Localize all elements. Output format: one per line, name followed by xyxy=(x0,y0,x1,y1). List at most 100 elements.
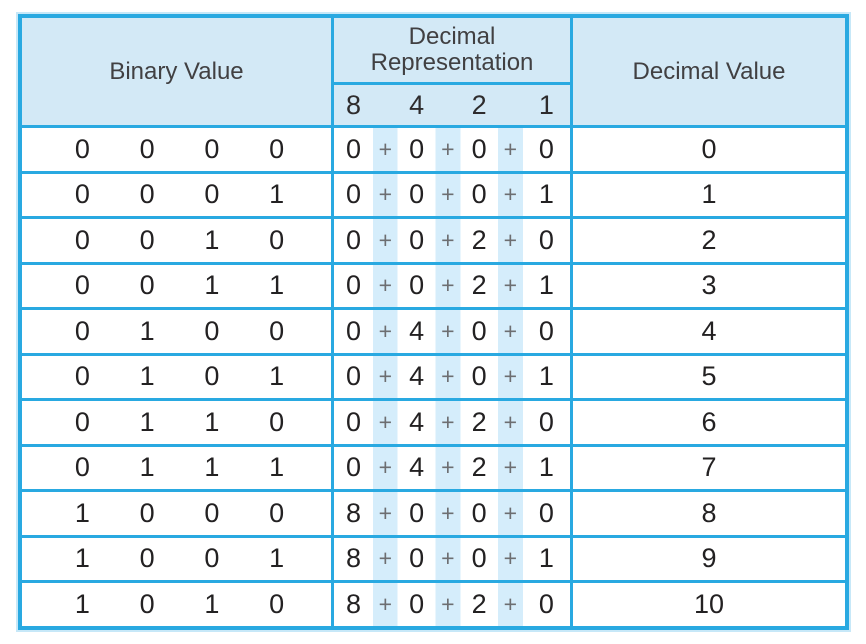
decimal-value: 8 xyxy=(701,497,717,528)
term-digit: 0 xyxy=(409,588,425,619)
binary-digit: 0 xyxy=(74,452,90,483)
binary-value-header: Binary Value xyxy=(22,18,331,125)
decimal-value: 10 xyxy=(693,588,725,619)
binary-digit: 0 xyxy=(204,315,220,346)
binary-digit: 0 xyxy=(204,179,220,210)
plus-sign: + xyxy=(441,226,455,253)
decimal-value-cell: 8 xyxy=(573,492,845,535)
plus-sign: + xyxy=(503,363,518,390)
term-digit: 0 xyxy=(409,270,425,301)
decimal-value: 0 xyxy=(701,133,717,164)
weight-8: 8 xyxy=(345,89,361,120)
term-digit: 0 xyxy=(471,179,487,210)
binary-bits-cell: 1 0 0 0 xyxy=(22,492,331,535)
plus-sign: + xyxy=(378,135,393,162)
binary-digit: 0 xyxy=(74,133,90,164)
binary-bits-cell: 1 0 1 0 xyxy=(22,583,331,626)
plus-sign: + xyxy=(378,499,393,526)
plus-sign: + xyxy=(378,363,393,390)
decimal-value-cell: 10 xyxy=(573,583,845,626)
term-digit: 0 xyxy=(345,361,362,392)
binary-bits-cell: 1 0 0 1 xyxy=(22,537,331,580)
binary-digit: 0 xyxy=(269,406,285,437)
plus-sign: + xyxy=(441,135,455,162)
term-digit: 2 xyxy=(471,588,487,619)
binary-digit: 0 xyxy=(269,224,285,255)
binary-digit: 0 xyxy=(269,588,285,619)
bit-weights-row: 8 4 2 1 xyxy=(334,85,570,125)
plus-sign: + xyxy=(503,226,518,253)
decimal-value: 9 xyxy=(701,543,717,574)
plus-sign: + xyxy=(503,545,518,572)
plus-sign: + xyxy=(503,135,518,162)
binary-digit: 1 xyxy=(204,588,220,619)
term-digit: 0 xyxy=(538,224,554,255)
decimal-value-cell: 0 xyxy=(573,128,845,171)
plus-sign: + xyxy=(441,499,455,526)
plus-sign: + xyxy=(441,454,455,481)
binary-digit: 0 xyxy=(204,497,220,528)
term-digit: 4 xyxy=(409,361,425,392)
weight-2: 2 xyxy=(471,89,487,120)
weight-1: 1 xyxy=(538,89,554,120)
binary-digit: 0 xyxy=(74,406,90,437)
header-divider xyxy=(334,82,570,85)
binary-digit: 1 xyxy=(139,315,155,346)
decimal-value: 6 xyxy=(701,406,717,437)
decimal-representation-cell: 0 +0 +2 +0 xyxy=(334,219,570,262)
decimal-value: 1 xyxy=(701,179,717,210)
plus-sign: + xyxy=(503,408,518,435)
term-digit: 0 xyxy=(345,224,362,255)
plus-sign: + xyxy=(378,181,393,208)
term-digit: 0 xyxy=(538,315,554,346)
binary-digit: 0 xyxy=(204,361,220,392)
term-digit: 8 xyxy=(345,543,362,574)
term-digit: 0 xyxy=(538,497,554,528)
term-digit: 0 xyxy=(471,361,487,392)
term-digit: 1 xyxy=(538,543,554,574)
binary-bits-cell: 0 0 1 1 xyxy=(22,264,331,307)
plus-sign: + xyxy=(441,272,455,299)
binary-digit: 1 xyxy=(204,270,220,301)
plus-sign: + xyxy=(503,499,518,526)
binary-digit: 1 xyxy=(269,270,285,301)
decimal-value: 2 xyxy=(701,224,717,255)
term-digit: 0 xyxy=(471,315,487,346)
binary-digit: 0 xyxy=(269,133,285,164)
binary-digit: 0 xyxy=(139,224,155,255)
plus-sign: + xyxy=(441,317,455,344)
term-digit: 0 xyxy=(345,179,362,210)
binary-digit: 1 xyxy=(204,406,220,437)
decimal-value-cell: 5 xyxy=(573,355,845,398)
term-digit: 8 xyxy=(345,588,362,619)
term-digit: 2 xyxy=(471,406,487,437)
decimal-representation-cell: 8 +0 +0 +0 xyxy=(334,492,570,535)
binary-decimal-table: Binary Value Decimal Representation 8 4 … xyxy=(18,14,849,630)
plus-sign: + xyxy=(441,408,455,435)
binary-digit: 1 xyxy=(269,179,285,210)
term-digit: 0 xyxy=(471,133,487,164)
plus-sign: + xyxy=(441,363,455,390)
term-digit: 1 xyxy=(538,452,554,483)
term-digit: 0 xyxy=(345,270,362,301)
plus-sign: + xyxy=(441,545,455,572)
term-digit: 0 xyxy=(409,497,425,528)
binary-bits-cell: 0 0 1 0 xyxy=(22,219,331,262)
decimal-value: 4 xyxy=(701,315,717,346)
plus-sign: + xyxy=(378,272,393,299)
term-digit: 0 xyxy=(345,452,362,483)
binary-digit: 1 xyxy=(139,361,155,392)
plus-sign: + xyxy=(441,590,455,617)
decimal-value-cell: 1 xyxy=(573,173,845,216)
binary-digit: 0 xyxy=(269,497,285,528)
decimal-value-cell: 7 xyxy=(573,446,845,489)
term-digit: 0 xyxy=(538,133,554,164)
plus-sign: + xyxy=(378,317,393,344)
term-digit: 4 xyxy=(409,315,425,346)
decimal-representation-cell: 0 +0 +0 +0 xyxy=(334,128,570,171)
term-digit: 0 xyxy=(345,133,362,164)
term-digit: 2 xyxy=(471,224,487,255)
binary-digit: 0 xyxy=(139,179,155,210)
decimal-value-cell: 4 xyxy=(573,310,845,353)
term-digit: 0 xyxy=(345,315,362,346)
